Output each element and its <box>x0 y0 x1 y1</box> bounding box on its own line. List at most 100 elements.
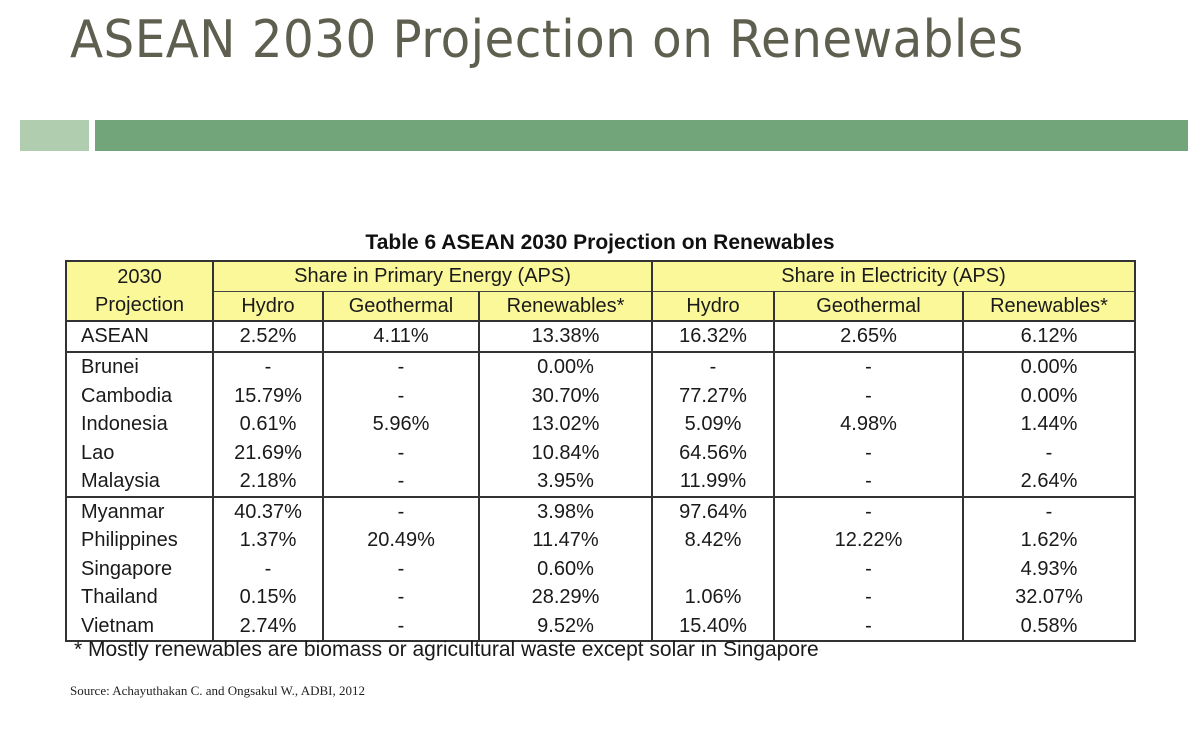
row-label: Myanmar <box>65 496 214 526</box>
corner-header-line2: Projection <box>95 294 184 316</box>
cell-value: 16.32% <box>651 320 775 353</box>
cell-value: 1.44% <box>961 410 1137 439</box>
cell-value: 1.37% <box>212 526 324 555</box>
slide-title: ASEAN 2030 Projection on Renewables <box>70 10 1024 70</box>
cell-value: - <box>212 352 324 382</box>
row-label: ASEAN <box>65 320 214 353</box>
group-header-primary-energy: Share in Primary Energy (APS) <box>212 260 653 292</box>
cell-value: 6.12% <box>961 320 1137 353</box>
cell-value: - <box>773 381 964 410</box>
column-header-pe-renewables: Renewables* <box>478 290 653 322</box>
cell-value: 11.47% <box>478 526 653 555</box>
country-rows: Brunei - -0.00% - -0.00% Cambodia 15.79% -30.70… <box>65 352 1137 642</box>
cell-value: 0.00% <box>478 352 653 382</box>
corner-header-line1: 2030 <box>117 265 162 288</box>
cell-value: 1.62% <box>961 526 1137 555</box>
cell-value: - <box>322 554 480 583</box>
cell-value: 15.79% <box>212 381 324 410</box>
cell-value: - <box>773 611 964 642</box>
cell-value: 0.61% <box>212 410 324 439</box>
accent-bar-small <box>20 120 89 151</box>
cell-value: 3.98% <box>478 496 653 526</box>
cell-value: 3.95% <box>478 467 653 498</box>
renewables-table: 2030 Projection Share in Primary Energy … <box>65 260 1137 642</box>
cell-value: 10.84% <box>478 438 653 467</box>
cell-value: 12.22% <box>773 526 964 555</box>
cell-value: - <box>322 438 480 467</box>
cell-value: 0.60% <box>478 554 653 583</box>
column-header-el-renewables: Renewables* <box>961 290 1137 322</box>
cell-value: 0.58% <box>961 611 1137 642</box>
cell-value: 9.52% <box>478 611 653 642</box>
cell-value: - <box>322 611 480 642</box>
row-label: Malaysia <box>65 467 214 498</box>
cell-value: 28.29% <box>478 583 653 612</box>
cell-value: 2.74% <box>212 611 324 642</box>
row-label: Lao <box>65 438 214 467</box>
cell-value: 64.56% <box>651 438 775 467</box>
cell-value: 15.40% <box>651 611 775 642</box>
cell-value: 2.65% <box>773 320 964 353</box>
column-header-pe-hydro: Hydro <box>212 290 324 322</box>
table-caption: Table 6 ASEAN 2030 Projection on Renewab… <box>0 231 1200 255</box>
group-header-electricity: Share in Electricity (APS) <box>650 260 1137 292</box>
row-label: Thailand <box>65 583 214 612</box>
cell-value: - <box>773 352 964 382</box>
cell-value: 32.07% <box>961 583 1137 612</box>
column-header-pe-geothermal: Geothermal <box>322 290 480 322</box>
cell-value: 21.69% <box>212 438 324 467</box>
table-row: Vietnam 2.74% -9.52% 15.40% -0.58% <box>65 611 1137 642</box>
cell-value: 2.64% <box>961 467 1137 498</box>
row-label: Brunei <box>65 352 214 382</box>
header-row-columns: Hydro Geothermal Renewables* Hydro Geoth… <box>66 290 1137 322</box>
table-row: Indonesia 0.61% 5.96% 13.02% 5.09% 4.98% 1.44% <box>65 410 1137 439</box>
cell-value: - <box>961 496 1137 526</box>
cell-value: 30.70% <box>478 381 653 410</box>
row-label: Philippines <box>65 526 214 555</box>
cell-value: 2.52% <box>212 320 324 353</box>
cell-value: 0.15% <box>212 583 324 612</box>
row-label: Singapore <box>65 554 214 583</box>
table-caption-text: Table 6 ASEAN 2030 Projection on Renewab… <box>365 231 835 254</box>
cell-value: 13.02% <box>478 410 653 439</box>
cell-value: 0.00% <box>961 381 1137 410</box>
cell-value: 2.18% <box>212 467 324 498</box>
table-row: Thailand 0.15% -28.29% 1.06% -32.07% <box>65 583 1137 612</box>
row-label: Vietnam <box>65 611 214 642</box>
cell-value: 1.06% <box>651 583 775 612</box>
cell-value: - <box>773 583 964 612</box>
corner-header: 2030 Projection <box>65 260 214 322</box>
cell-value: 5.09% <box>651 410 775 439</box>
cell-value: - <box>961 438 1137 467</box>
cell-value: - <box>322 467 480 498</box>
cell-value <box>651 554 775 583</box>
table-row: Singapore - -0.60% -4.93% <box>65 554 1137 583</box>
cell-value: - <box>322 381 480 410</box>
cell-value: 5.96% <box>322 410 480 439</box>
source-citation: Source: Achayuthakan C. and Ongsakul W.,… <box>70 683 365 698</box>
table-row: Lao 21.69% -10.84% 64.56% - - <box>65 438 1137 467</box>
cell-value: - <box>773 438 964 467</box>
cell-value: 20.49% <box>322 526 480 555</box>
cell-value: 4.98% <box>773 410 964 439</box>
table-row: Philippines 1.37% 20.49% 11.47% 8.42% 12.22% 1… <box>65 526 1137 555</box>
row-label: Indonesia <box>65 410 214 439</box>
table-row: Malaysia 2.18% -3.95% 11.99% -2.64% <box>65 467 1137 498</box>
header-row-groups: 2030 Projection Share in Primary Energy … <box>65 260 1137 322</box>
cell-value: 8.42% <box>651 526 775 555</box>
cell-value: 13.38% <box>478 320 653 353</box>
cell-value: - <box>773 467 964 498</box>
cell-value: - <box>322 352 480 382</box>
table-row-total: ASEAN 2.52% 4.11% 13.38% 16.32% 2.65% 6.… <box>65 320 1137 353</box>
cell-value: - <box>322 583 480 612</box>
cell-value: - <box>212 554 324 583</box>
cell-value: - <box>322 496 480 526</box>
cell-value: - <box>773 496 964 526</box>
table-row: Brunei - -0.00% - -0.00% <box>65 352 1137 382</box>
table-row: Cambodia 15.79% -30.70% 77.27% -0.00% <box>65 381 1137 410</box>
table-row: Myanmar 40.37% -3.98% 97.64% - - <box>65 496 1137 526</box>
accent-bar-large <box>95 120 1188 151</box>
cell-value: 40.37% <box>212 496 324 526</box>
cell-value: 0.00% <box>961 352 1137 382</box>
table-footnote: * Mostly renewables are biomass or agric… <box>74 638 819 661</box>
